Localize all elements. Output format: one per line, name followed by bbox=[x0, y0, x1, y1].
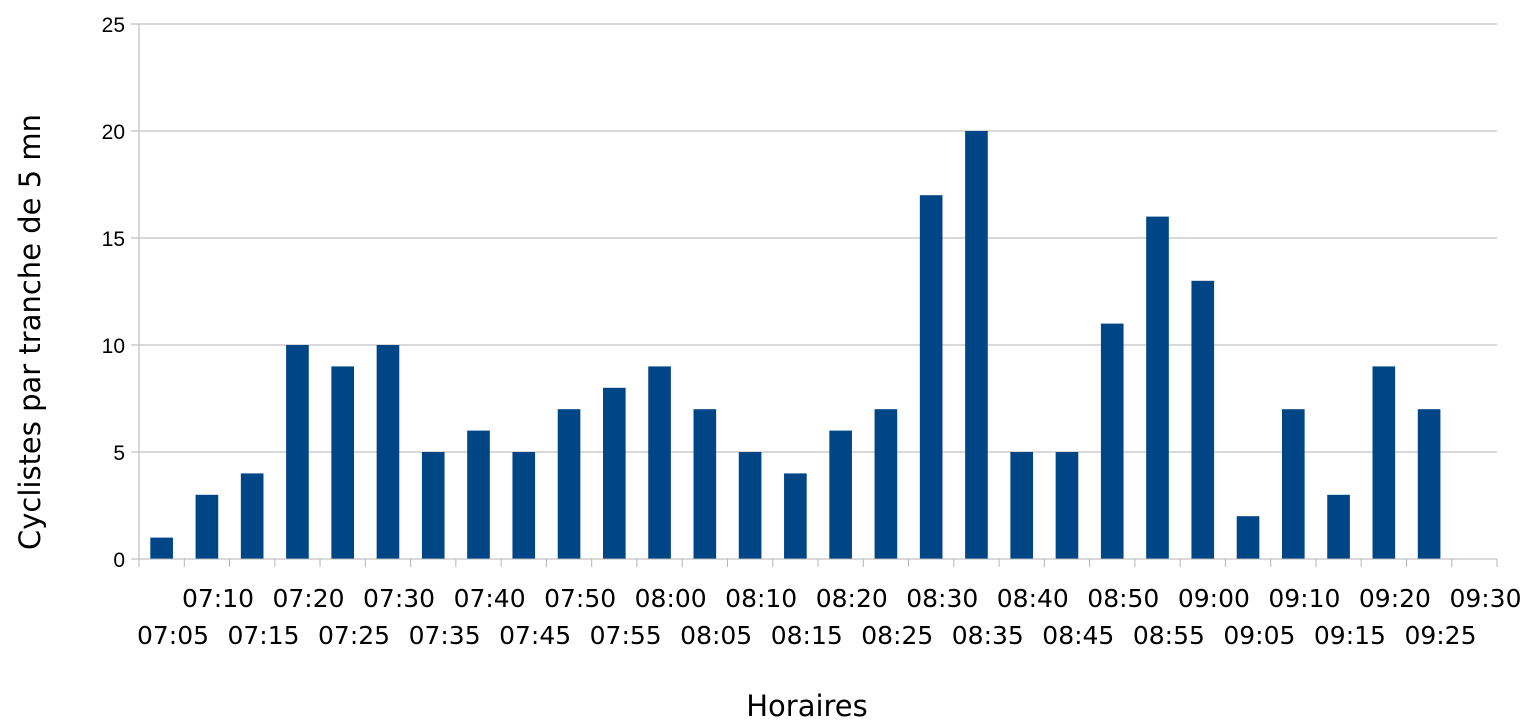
bar bbox=[874, 409, 898, 559]
bar bbox=[1055, 452, 1079, 559]
bar bbox=[557, 409, 581, 559]
x-tick-label: 08:15 bbox=[771, 621, 843, 650]
bars bbox=[150, 131, 1441, 559]
bar bbox=[829, 430, 852, 559]
x-tick-label: 08:25 bbox=[861, 621, 933, 650]
x-tick-label: 09:00 bbox=[1178, 584, 1250, 613]
y-tick-labels: 0 5 10 15 20 25 bbox=[102, 14, 125, 572]
axes bbox=[138, 24, 1498, 567]
bar bbox=[602, 387, 626, 559]
bar bbox=[376, 345, 400, 559]
bar bbox=[240, 473, 264, 559]
bar bbox=[738, 452, 762, 559]
x-tick-label: 07:35 bbox=[409, 621, 481, 650]
x-tick-label: 07:50 bbox=[544, 584, 616, 613]
x-tick-label: 08:50 bbox=[1087, 584, 1159, 613]
x-tick-label: 08:45 bbox=[1042, 621, 1114, 650]
bar bbox=[1100, 323, 1124, 559]
x-tick-label: 09:25 bbox=[1404, 621, 1476, 650]
x-tick-label: 08:55 bbox=[1133, 621, 1205, 650]
x-tick-label: 07:05 bbox=[137, 621, 209, 650]
x-tick-label: 07:40 bbox=[454, 584, 526, 613]
x-tick-label: 08:40 bbox=[997, 584, 1069, 613]
x-tick-label: 09:15 bbox=[1314, 621, 1386, 650]
bar bbox=[693, 409, 717, 559]
bar bbox=[1281, 409, 1305, 559]
bar bbox=[467, 430, 490, 559]
bar bbox=[1010, 452, 1034, 559]
x-tick-label: 07:55 bbox=[590, 621, 662, 650]
y-tick-label: 0 bbox=[113, 549, 125, 572]
x-tick-label: 08:00 bbox=[635, 584, 707, 613]
x-tick-label: 07:20 bbox=[273, 584, 345, 613]
y-tick-label: 25 bbox=[102, 14, 125, 37]
bar bbox=[195, 494, 219, 559]
x-tick-label: 08:30 bbox=[906, 584, 978, 613]
x-tick-label: 08:10 bbox=[725, 584, 797, 613]
bar bbox=[331, 366, 355, 559]
x-axis-title: Horaires bbox=[746, 689, 868, 720]
y-tick-label: 5 bbox=[113, 442, 125, 465]
bar bbox=[421, 452, 445, 559]
x-tick-label: 09:30 bbox=[1449, 584, 1520, 613]
bar bbox=[919, 195, 943, 559]
x-tick-label: 07:25 bbox=[318, 621, 390, 650]
bar bbox=[965, 131, 988, 559]
x-tick-label: 08:35 bbox=[952, 621, 1024, 650]
x-tick-label: 09:10 bbox=[1268, 584, 1340, 613]
x-tick-label: 08:05 bbox=[680, 621, 752, 650]
bar bbox=[1191, 280, 1215, 559]
x-tick-label: 08:20 bbox=[816, 584, 888, 613]
bar bbox=[1372, 366, 1396, 559]
y-tick-label: 10 bbox=[102, 335, 125, 358]
gridlines bbox=[131, 23, 1497, 560]
x-tick-labels: 07:10 07:20 07:30 07:40 07:50 08:00 08:10 08:20… bbox=[137, 584, 1520, 650]
bar bbox=[512, 452, 536, 559]
bar bbox=[1236, 516, 1260, 559]
x-tick-label: 07:15 bbox=[228, 621, 300, 650]
x-tick-label: 09:05 bbox=[1223, 621, 1295, 650]
bar bbox=[286, 345, 309, 559]
x-tick-label: 07:10 bbox=[182, 584, 254, 613]
bar bbox=[1146, 216, 1169, 559]
y-axis-title: Cyclistes par tranche de 5 mn bbox=[13, 114, 47, 550]
bar bbox=[784, 473, 807, 559]
x-tick-label: 07:45 bbox=[499, 621, 571, 650]
x-tick-label: 09:20 bbox=[1359, 584, 1431, 613]
x-tick-label: 07:30 bbox=[363, 584, 435, 613]
bar bbox=[648, 366, 671, 559]
bar bbox=[150, 537, 173, 559]
y-tick-label: 15 bbox=[102, 228, 125, 251]
bar bbox=[1417, 409, 1441, 559]
bar bbox=[1327, 494, 1350, 559]
y-tick-label: 20 bbox=[102, 121, 125, 144]
